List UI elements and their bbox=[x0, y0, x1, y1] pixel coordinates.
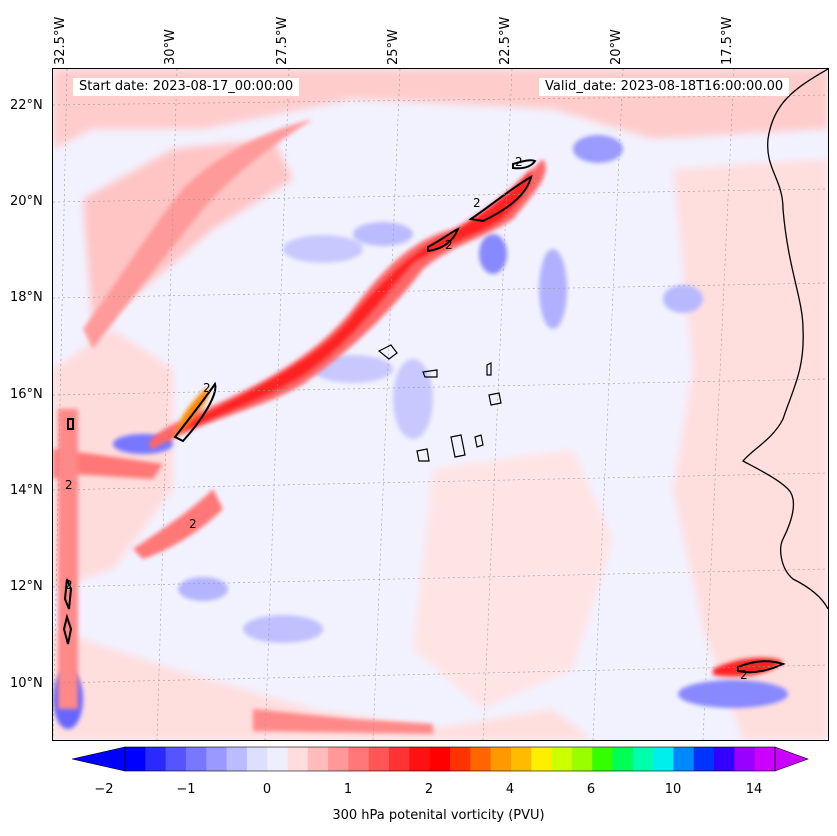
lat-label: 22°N bbox=[10, 98, 43, 113]
colorbar-over-arrow bbox=[774, 746, 809, 772]
lon-label: 25°W bbox=[386, 29, 401, 65]
contour-label: 2 bbox=[65, 578, 73, 592]
lat-label: 12°N bbox=[10, 579, 43, 594]
colorbar-swatch bbox=[409, 747, 431, 771]
pv-2-contours bbox=[62, 159, 786, 674]
colorbar-swatch bbox=[348, 747, 370, 771]
colorbar-swatch bbox=[754, 747, 776, 771]
colorbar-tick: 2 bbox=[424, 782, 434, 797]
colorbar-swatch bbox=[125, 747, 146, 771]
pv-field: 2 2 2 2 2 2 2 2 bbox=[53, 69, 828, 740]
colorbar-swatch bbox=[287, 747, 309, 771]
lon-label: 32.5°W bbox=[53, 16, 68, 65]
contour-label: 2 bbox=[203, 381, 211, 395]
lat-label: 14°N bbox=[10, 483, 43, 498]
colorbar-tick: 4 bbox=[505, 782, 515, 797]
valid-date-label: Valid_date: 2023-08-18T16:00:00.00 bbox=[539, 78, 790, 96]
cape-verde-islands bbox=[377, 344, 502, 462]
colorbar-swatch bbox=[185, 747, 207, 771]
lon-label: 20°W bbox=[609, 29, 624, 65]
colorbar-border bbox=[124, 746, 776, 772]
colorbar-swatch bbox=[551, 747, 573, 771]
colorbar-swatch bbox=[490, 747, 512, 771]
colorbar-tick: 10 bbox=[664, 782, 682, 797]
lat-label: 10°N bbox=[10, 676, 43, 691]
colorbar-swatch bbox=[267, 747, 288, 771]
colorbar-swatch bbox=[206, 747, 228, 771]
colorbar-swatch bbox=[531, 747, 553, 771]
lat-label: 18°N bbox=[10, 290, 43, 305]
colorbar-tick: −2 bbox=[94, 782, 114, 797]
colorbar-swatch bbox=[328, 747, 349, 771]
colorbar-swatch bbox=[470, 747, 492, 771]
colorbar-swatch bbox=[145, 747, 167, 771]
contour-label: 2 bbox=[445, 238, 453, 252]
colorbar-swatch bbox=[632, 747, 654, 771]
colorbar-swatch bbox=[307, 747, 329, 771]
colorbar-swatch bbox=[165, 747, 187, 771]
colorbar-swatch bbox=[429, 747, 451, 771]
lon-label: 30°W bbox=[163, 29, 178, 65]
colorbar-swatch bbox=[693, 747, 715, 771]
contour-label: 2 bbox=[740, 668, 748, 682]
colorbar-swatch bbox=[673, 747, 695, 771]
colorbar-swatch bbox=[612, 747, 634, 771]
lon-label: 27.5°W bbox=[275, 16, 290, 65]
colorbar bbox=[71, 746, 809, 772]
colorbar-tick: 6 bbox=[586, 782, 596, 797]
colorbar-tick: 1 bbox=[343, 782, 353, 797]
colorbar-swatch bbox=[734, 747, 756, 771]
colorbar-tick: −1 bbox=[176, 782, 196, 797]
colorbar-swatch bbox=[389, 747, 410, 771]
colorbar-swatch bbox=[368, 747, 390, 771]
colorbar-swatch bbox=[510, 747, 532, 771]
colorbar-under-arrow bbox=[71, 746, 126, 772]
start-date-label: Start date: 2023-08-17_00:00:00 bbox=[73, 78, 300, 96]
colorbar-tick: 14 bbox=[745, 782, 763, 797]
african-coastline bbox=[741, 69, 828, 610]
contour-label: 2 bbox=[65, 478, 73, 492]
colorbar-swatch bbox=[571, 747, 593, 771]
colorbar-swatch bbox=[653, 747, 674, 771]
contour-label: 2 bbox=[189, 517, 197, 531]
contour-label: 2 bbox=[473, 196, 481, 210]
lat-label: 16°N bbox=[10, 387, 43, 402]
colorbar-swatch bbox=[714, 747, 735, 771]
colorbar-swatch bbox=[246, 747, 268, 771]
lon-label: 22.5°W bbox=[498, 16, 513, 65]
lat-label: 20°N bbox=[10, 194, 43, 209]
negative-pv bbox=[53, 135, 788, 729]
colorbar-title: 300 hPa potenital vorticity (PVU) bbox=[332, 808, 545, 823]
colorbar-swatch bbox=[226, 747, 248, 771]
graticule bbox=[53, 69, 828, 740]
contour-labels: 2 2 2 2 2 2 2 2 bbox=[65, 155, 748, 682]
colorbar-swatch bbox=[450, 747, 471, 771]
lon-label: 17.5°W bbox=[720, 16, 735, 65]
colorbar-tick: 0 bbox=[262, 782, 272, 797]
colorbar-swatch bbox=[592, 747, 613, 771]
pv-streamer bbox=[53, 119, 783, 734]
map-panel: 2 2 2 2 2 2 2 2 bbox=[52, 68, 829, 741]
contour-label: 2 bbox=[515, 155, 523, 169]
